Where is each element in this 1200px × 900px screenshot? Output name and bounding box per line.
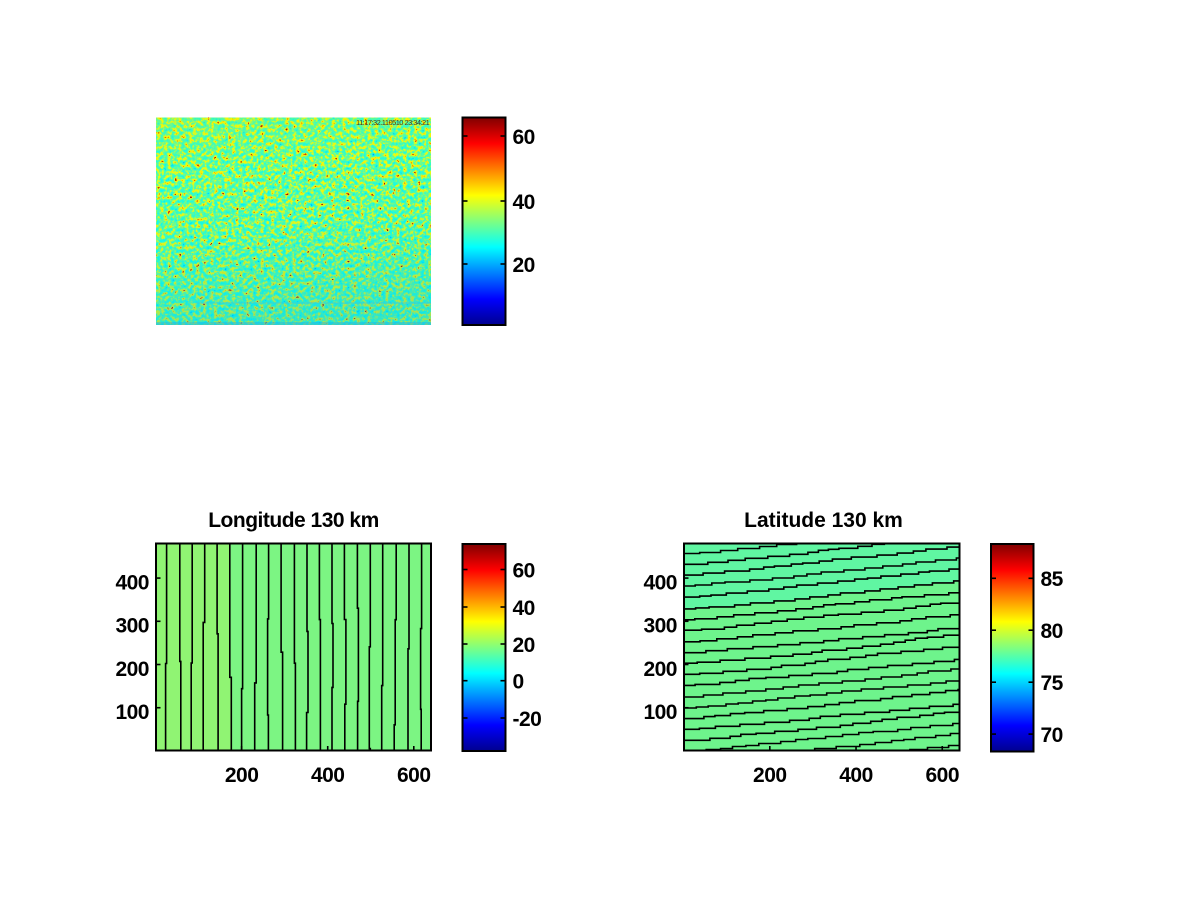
svg-text:600: 600 bbox=[925, 764, 959, 787]
svg-text:300: 300 bbox=[115, 615, 149, 638]
svg-text:Latitude 130 km: Latitude 130 km bbox=[744, 509, 903, 532]
svg-text:600: 600 bbox=[397, 764, 431, 787]
svg-text:400: 400 bbox=[311, 764, 345, 787]
svg-text:0: 0 bbox=[513, 671, 524, 694]
svg-text:40: 40 bbox=[513, 191, 535, 214]
svg-text:400: 400 bbox=[839, 764, 873, 787]
svg-text:11:17:32.110510 23:34:21: 11:17:32.110510 23:34:21 bbox=[356, 118, 430, 127]
svg-text:400: 400 bbox=[643, 571, 677, 594]
svg-text:300: 300 bbox=[643, 615, 677, 638]
svg-text:100: 100 bbox=[115, 701, 149, 724]
svg-text:400: 400 bbox=[115, 571, 149, 594]
svg-text:40: 40 bbox=[513, 597, 535, 620]
svg-text:200: 200 bbox=[115, 658, 149, 681]
svg-text:100: 100 bbox=[643, 701, 677, 724]
svg-text:Longitude 130 km: Longitude 130 km bbox=[208, 509, 379, 532]
svg-text:60: 60 bbox=[513, 126, 535, 149]
svg-text:20: 20 bbox=[513, 634, 535, 657]
svg-text:20: 20 bbox=[513, 254, 535, 277]
svg-text:80: 80 bbox=[1041, 620, 1063, 643]
svg-text:70: 70 bbox=[1041, 724, 1063, 747]
svg-text:200: 200 bbox=[225, 764, 259, 787]
svg-text:200: 200 bbox=[643, 658, 677, 681]
svg-text:75: 75 bbox=[1041, 672, 1064, 695]
svg-text:200: 200 bbox=[753, 764, 787, 787]
svg-text:-20: -20 bbox=[513, 708, 542, 731]
svg-text:85: 85 bbox=[1041, 568, 1064, 591]
svg-text:60: 60 bbox=[513, 559, 535, 582]
